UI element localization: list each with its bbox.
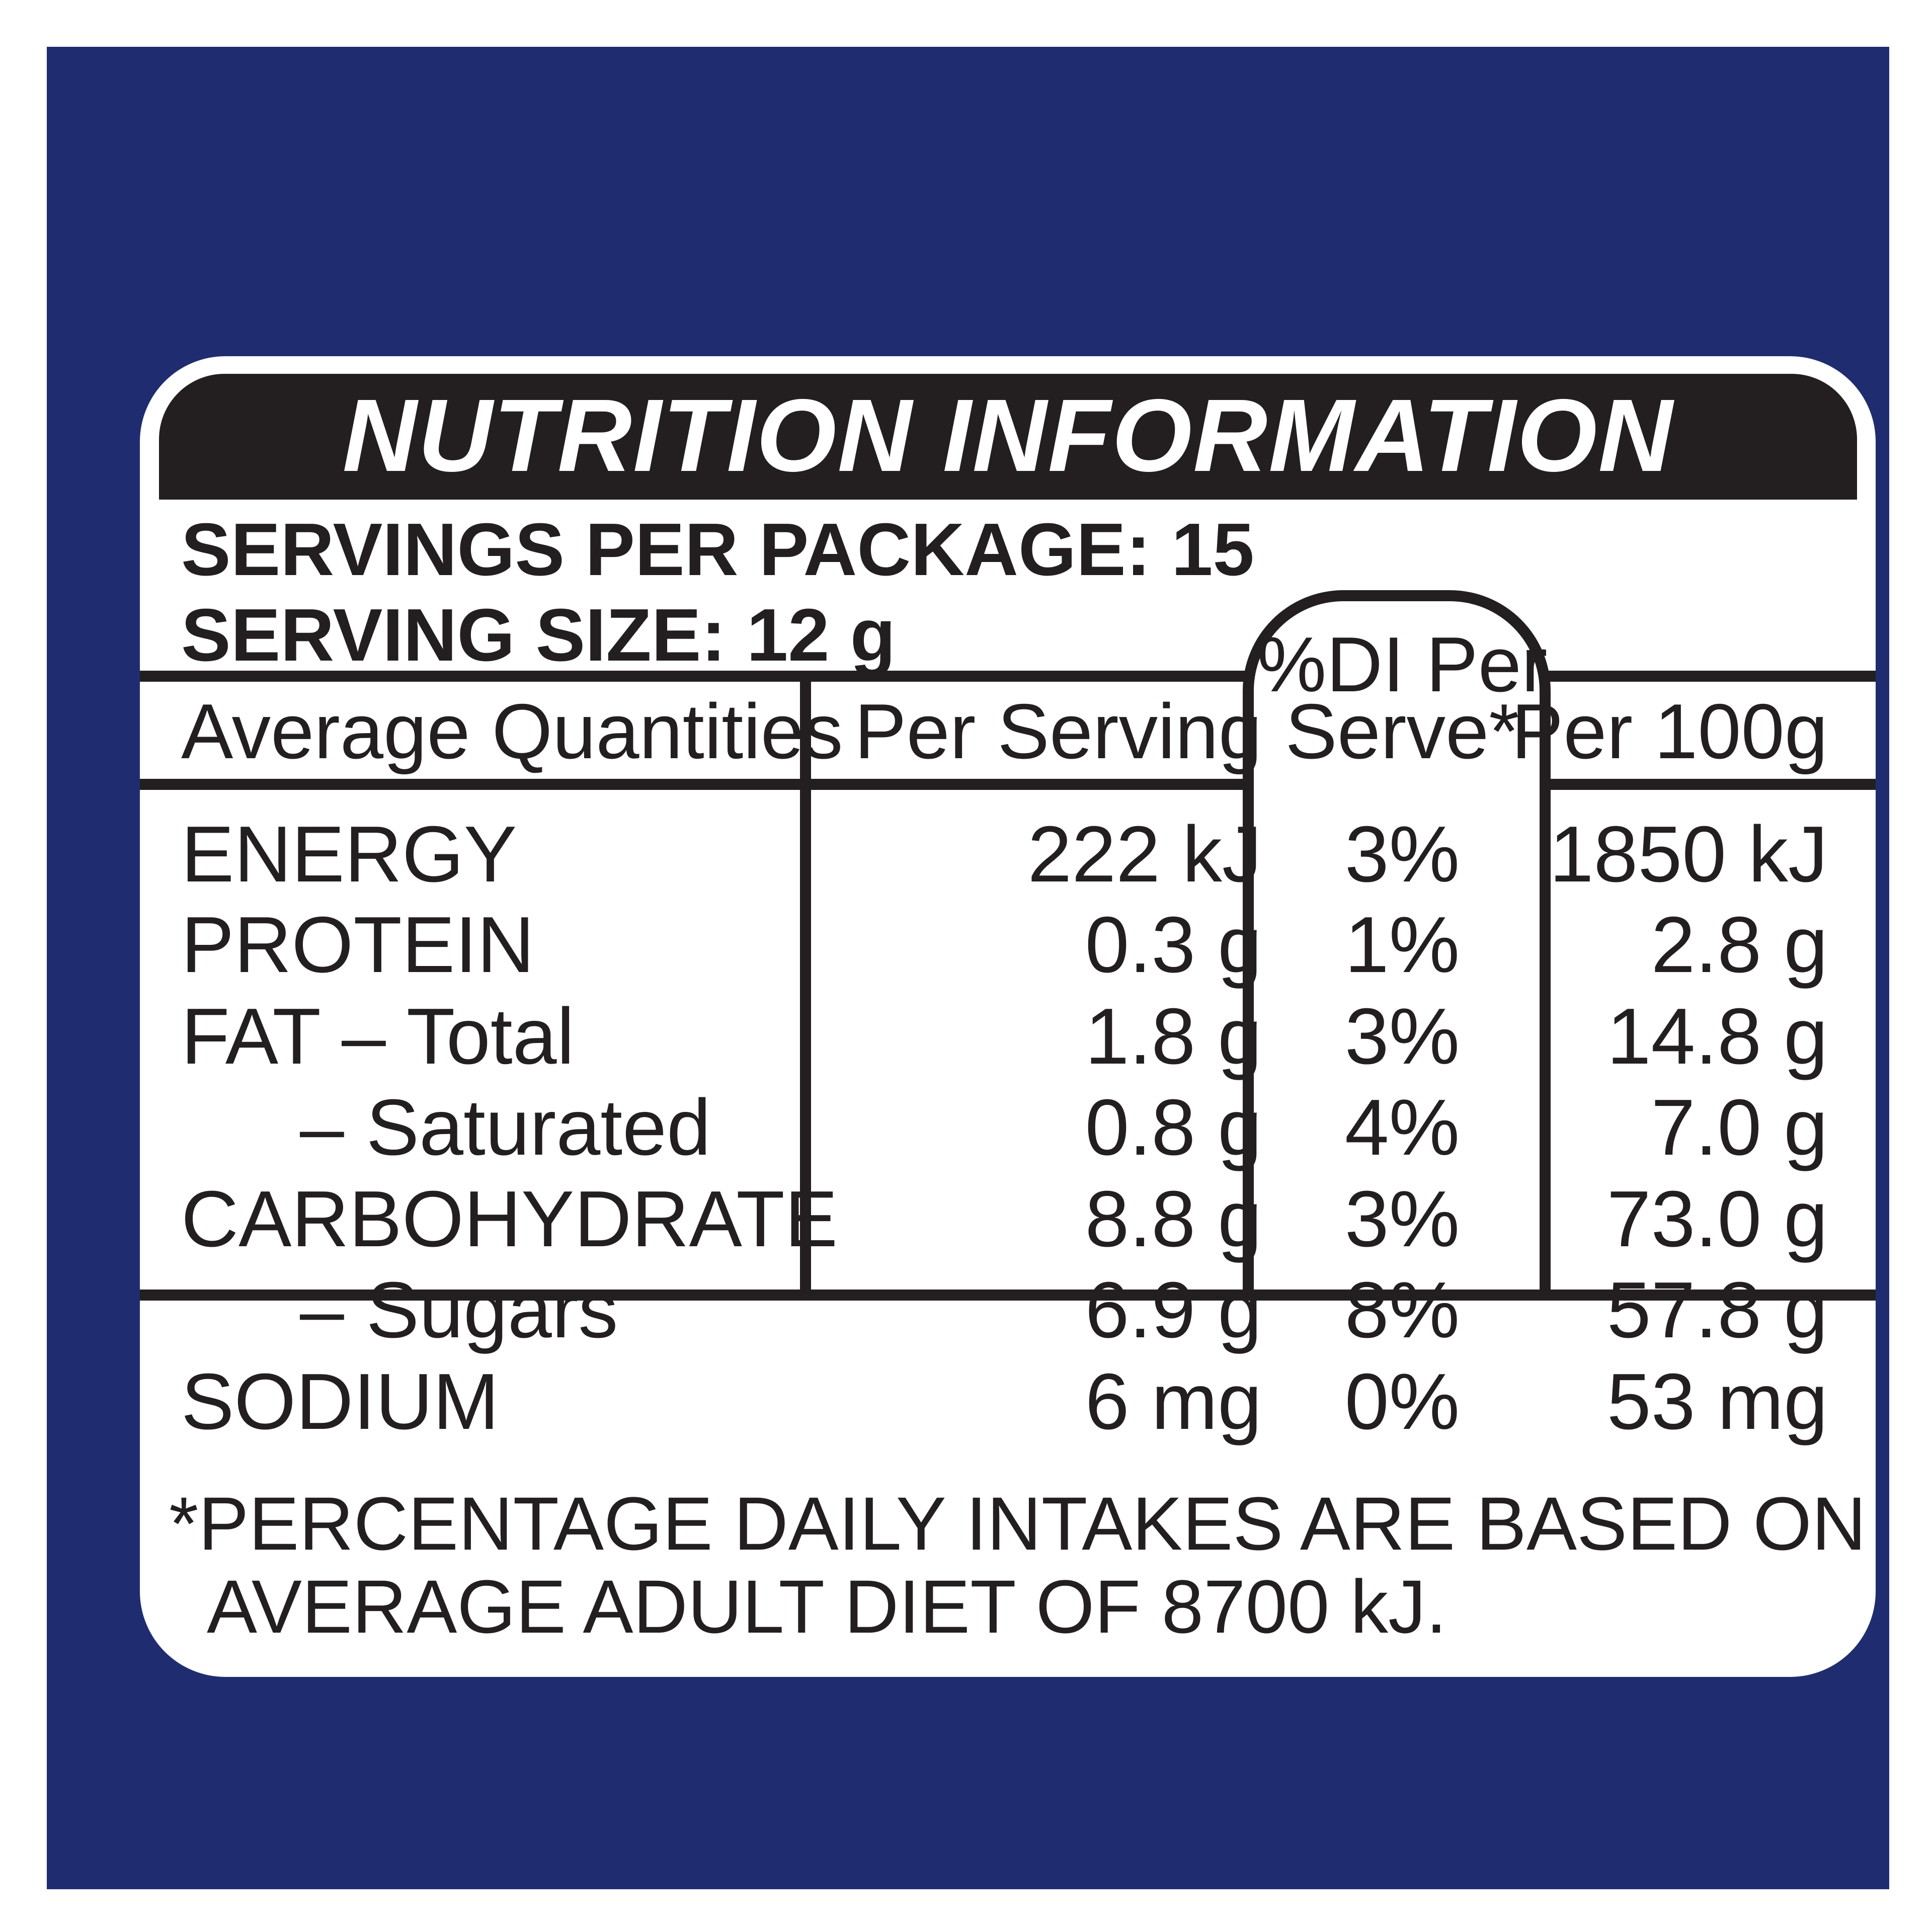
footnote-line-2: AVERAGE ADULT DIET OF 8700 kJ. bbox=[207, 1564, 1447, 1649]
row-per-100g-sugars: 57.8 g bbox=[1606, 1266, 1828, 1354]
footnote-line-1: *PERCENTAGE DAILY INTAKES ARE BASED ON A… bbox=[169, 1481, 1876, 1566]
row-per-serving-sodium: 6 mg bbox=[1085, 1357, 1262, 1446]
row-per-serving-fat-total: 1.8 g bbox=[1085, 992, 1262, 1081]
column-header-di-line2: Serve* bbox=[1285, 688, 1519, 775]
column-divider-1 bbox=[800, 671, 811, 1301]
panel-header: NUTRITION INFORMATION bbox=[159, 374, 1857, 500]
footnote: *PERCENTAGE DAILY INTAKES ARE BASED ON A… bbox=[169, 1482, 1876, 1648]
row-di-sodium: 0% bbox=[1344, 1357, 1460, 1446]
serving-size: SERVING SIZE: 12 g bbox=[181, 594, 896, 677]
row-per-serving-protein: 0.3 g bbox=[1085, 901, 1262, 989]
table-top-rule bbox=[140, 671, 1876, 682]
row-di-sugars: 8% bbox=[1344, 1266, 1460, 1354]
row-per-serving-energy: 222 kJ bbox=[1027, 810, 1262, 899]
panel-title: NUTRITION INFORMATION bbox=[342, 378, 1674, 493]
table-bottom-rule bbox=[140, 1290, 1876, 1301]
row-di-fat-total: 3% bbox=[1344, 992, 1460, 1081]
row-per-100g-sodium: 53 mg bbox=[1606, 1357, 1828, 1446]
row-label-saturated: – Saturated bbox=[300, 1083, 711, 1172]
row-di-saturated: 4% bbox=[1344, 1083, 1460, 1172]
row-per-serving-saturated: 0.8 g bbox=[1085, 1083, 1262, 1172]
row-label-sugars: – Sugars bbox=[300, 1266, 618, 1354]
row-per-100g-protein: 2.8 g bbox=[1651, 901, 1828, 989]
header-bottom-rule bbox=[140, 779, 1876, 790]
row-per-100g-saturated: 7.0 g bbox=[1651, 1083, 1828, 1172]
label-background: NUTRITION INFORMATION SERVINGS PER PACKA… bbox=[47, 47, 1889, 1889]
row-label-carbohydrate: CARBOHYDRATE bbox=[181, 1175, 838, 1263]
row-di-carbohydrate: 3% bbox=[1344, 1175, 1460, 1263]
column-header-quantity: Average Quantities bbox=[181, 688, 843, 775]
row-label-sodium: SODIUM bbox=[181, 1357, 499, 1446]
row-per-serving-carbohydrate: 8.8 g bbox=[1085, 1175, 1262, 1263]
row-di-energy: 3% bbox=[1344, 810, 1460, 899]
row-label-protein: PROTEIN bbox=[181, 901, 535, 989]
row-label-fat-total: FAT – Total bbox=[181, 992, 575, 1081]
servings-per-package: SERVINGS PER PACKAGE: 15 bbox=[181, 508, 1254, 591]
di-column-tab bbox=[1243, 590, 1551, 993]
row-per-100g-energy: 1850 kJ bbox=[1549, 810, 1828, 899]
column-header-per-serving: Per Serving bbox=[854, 688, 1262, 775]
column-header-di-line1: %DI Per bbox=[1257, 621, 1548, 708]
row-di-protein: 1% bbox=[1344, 901, 1460, 989]
nutrition-panel: NUTRITION INFORMATION SERVINGS PER PACKA… bbox=[140, 356, 1876, 1677]
row-per-serving-sugars: 6.9 g bbox=[1085, 1266, 1262, 1354]
column-header-per-100g: Per 100g bbox=[1511, 688, 1828, 775]
row-per-100g-fat-total: 14.8 g bbox=[1606, 992, 1828, 1081]
row-per-100g-carbohydrate: 73.0 g bbox=[1606, 1175, 1828, 1263]
row-label-energy: ENERGY bbox=[181, 810, 517, 899]
